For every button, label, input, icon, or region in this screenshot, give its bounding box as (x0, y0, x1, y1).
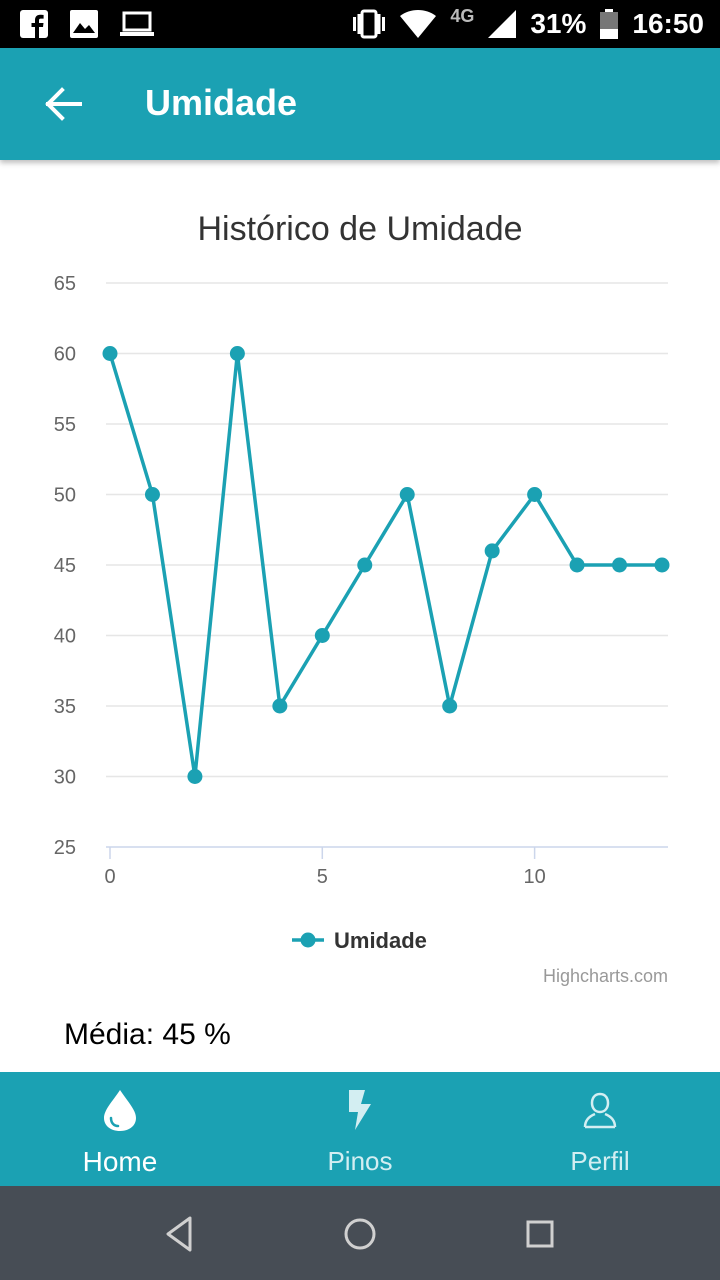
data-point[interactable] (442, 698, 458, 714)
app-bar: Umidade (0, 48, 720, 160)
y-tick-label: 35 (54, 696, 76, 718)
legend-label: Umidade (334, 928, 427, 953)
y-tick-label: 60 (54, 344, 76, 366)
data-point[interactable] (102, 346, 118, 361)
back-button[interactable] (36, 78, 92, 130)
nav-pinos[interactable]: Pinos (240, 1072, 480, 1186)
image-icon (70, 10, 98, 38)
legend-marker (300, 932, 316, 948)
y-tick-label: 65 (54, 273, 76, 295)
y-tick-label: 40 (54, 626, 76, 648)
data-point[interactable] (654, 557, 670, 573)
circle-home-icon (344, 1218, 376, 1250)
x-tick-label: 0 (104, 866, 115, 888)
bottom-nav: Home Pinos Perfil (0, 1072, 720, 1186)
square-recents-icon (526, 1220, 554, 1248)
nav-home-label: Home (82, 1146, 158, 1177)
y-tick-label: 25 (54, 837, 76, 859)
chart-credits[interactable]: Highcharts.com (543, 966, 668, 986)
data-point[interactable] (569, 557, 585, 573)
triangle-back-icon (166, 1216, 192, 1252)
nav-perfil-label: Perfil (570, 1146, 630, 1176)
chart-svg: Histórico de Umidade 25 30 35 40 45 50 55 60 65 0… (54, 210, 670, 986)
vibrate-icon (353, 9, 386, 39)
system-back-button[interactable] (158, 1212, 202, 1256)
y-tick-label: 50 (54, 485, 76, 507)
y-tick-label: 55 (54, 414, 76, 436)
system-recents-button[interactable] (518, 1212, 562, 1256)
user-icon (578, 1088, 622, 1132)
system-status: 4G 31% 16:50 (352, 0, 704, 48)
signal-icon (488, 10, 517, 38)
x-tick-label: 5 (317, 866, 328, 888)
average-humidity: Média: 45 % (64, 1018, 231, 1051)
legend-item-umidade[interactable]: Umidade (292, 928, 427, 953)
data-point[interactable] (484, 543, 500, 559)
system-nav-bar (0, 1186, 720, 1280)
data-point[interactable] (187, 769, 203, 784)
notification-icons (20, 10, 154, 38)
data-point[interactable] (272, 698, 288, 714)
data-point[interactable] (357, 557, 373, 573)
data-point[interactable] (527, 487, 543, 502)
arrow-left-icon (45, 87, 82, 121)
data-point[interactable] (314, 628, 330, 643)
system-home-button[interactable] (338, 1212, 382, 1256)
wifi-icon (400, 10, 437, 38)
network-type: 4G (450, 5, 475, 26)
lightning-icon (338, 1088, 382, 1132)
nav-perfil[interactable]: Perfil (480, 1072, 720, 1186)
chart-title: Histórico de Umidade (197, 210, 522, 248)
humidity-chart: Histórico de Umidade 25 30 35 40 45 50 55 60 65 0… (0, 180, 720, 1010)
data-point[interactable] (144, 487, 160, 502)
y-tick-label: 45 (54, 555, 76, 577)
nav-pinos-label: Pinos (327, 1146, 393, 1176)
page-title: Umidade (145, 82, 298, 123)
x-tick-label: 10 (523, 866, 545, 888)
clock: 16:50 (632, 8, 704, 39)
nav-home[interactable]: Home (0, 1072, 240, 1186)
drop-icon (98, 1088, 142, 1132)
status-bar: 4G 31% 16:50 (0, 0, 720, 48)
battery-icon (600, 9, 619, 39)
data-point[interactable] (399, 487, 415, 502)
data-point[interactable] (229, 346, 245, 361)
series-line-umidade (108, 351, 662, 779)
laptop-icon (120, 11, 154, 36)
facebook-icon (20, 10, 48, 38)
y-tick-label: 30 (54, 767, 76, 789)
data-point[interactable] (612, 557, 628, 573)
battery-percent: 31% (530, 8, 587, 39)
